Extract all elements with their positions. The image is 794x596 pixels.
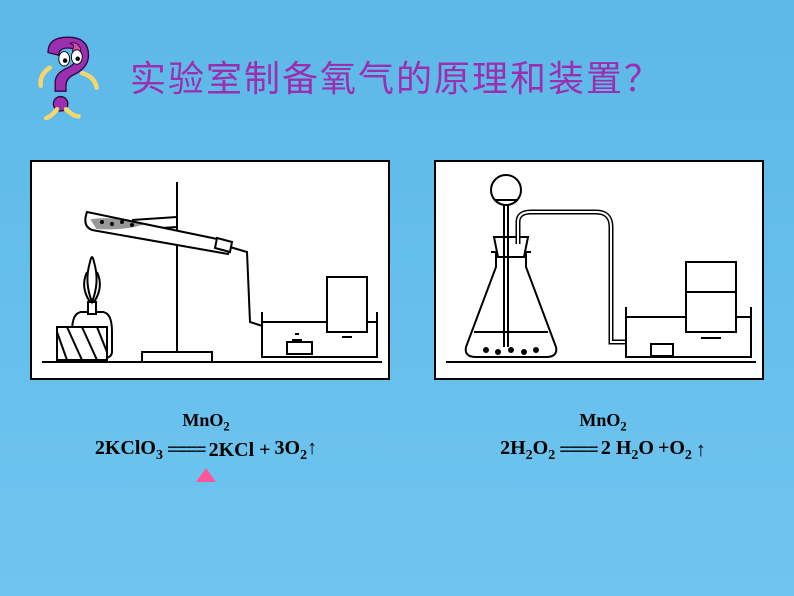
- catalyst-sub: 2: [223, 420, 229, 434]
- reactant-sub: 3: [156, 448, 163, 463]
- question-mark-character-icon: [30, 30, 120, 120]
- slide-header: 实验室制备氧气的原理和装置？: [30, 30, 662, 120]
- reaction-arrow: ====: [559, 439, 597, 462]
- p2: +O: [658, 437, 685, 459]
- reaction-arrow: ====: [167, 439, 205, 462]
- slide-title: 实验室制备氧气的原理和装置？: [130, 50, 662, 102]
- r-sub1: 2: [526, 448, 533, 463]
- p1: 2 H: [601, 437, 632, 459]
- p1-mid: O: [638, 437, 654, 459]
- catalyst-label-right: MnO2: [438, 410, 768, 435]
- apparatus-diagram-kclo3: [30, 160, 390, 380]
- equation-kclo3: MnO2 2KClO3 ==== 2KCl + 3O2↑: [26, 410, 386, 482]
- product2-sub: 2: [300, 448, 307, 463]
- equation-text-left: 2KClO3 ==== 2KCl + 3O2↑: [26, 437, 386, 464]
- catalyst-label-left: MnO2: [26, 410, 386, 435]
- r-sub2: 2: [548, 448, 555, 463]
- gas-arrow-icon: ↑: [307, 437, 317, 460]
- catalyst-sub: 2: [620, 420, 626, 434]
- product1: 2KCl +: [209, 439, 271, 462]
- equations-row: MnO2 2KClO3 ==== 2KCl + 3O2↑ MnO2 2H2O2 …: [0, 410, 794, 482]
- product2: 3O: [275, 437, 301, 459]
- gas-arrow-icon: ↑: [696, 439, 706, 462]
- heat-triangle-icon: [196, 468, 216, 482]
- reactant: 2KClO: [95, 437, 156, 459]
- p2-sub: 2: [685, 448, 692, 463]
- apparatus-diagram-h2o2: [434, 160, 764, 380]
- reactant: 2H: [500, 437, 526, 459]
- equation-h2o2: MnO2 2H2O2 ==== 2 H2O +O2 ↑: [438, 410, 768, 482]
- r-mid: O: [533, 437, 549, 459]
- diagram-row: [30, 160, 764, 380]
- slide-container: 实验室制备氧气的原理和装置？: [0, 0, 794, 596]
- catalyst-text: MnO: [579, 410, 620, 430]
- equation-text-right: 2H2O2 ==== 2 H2O +O2 ↑: [438, 437, 768, 464]
- catalyst-text: MnO: [182, 410, 223, 430]
